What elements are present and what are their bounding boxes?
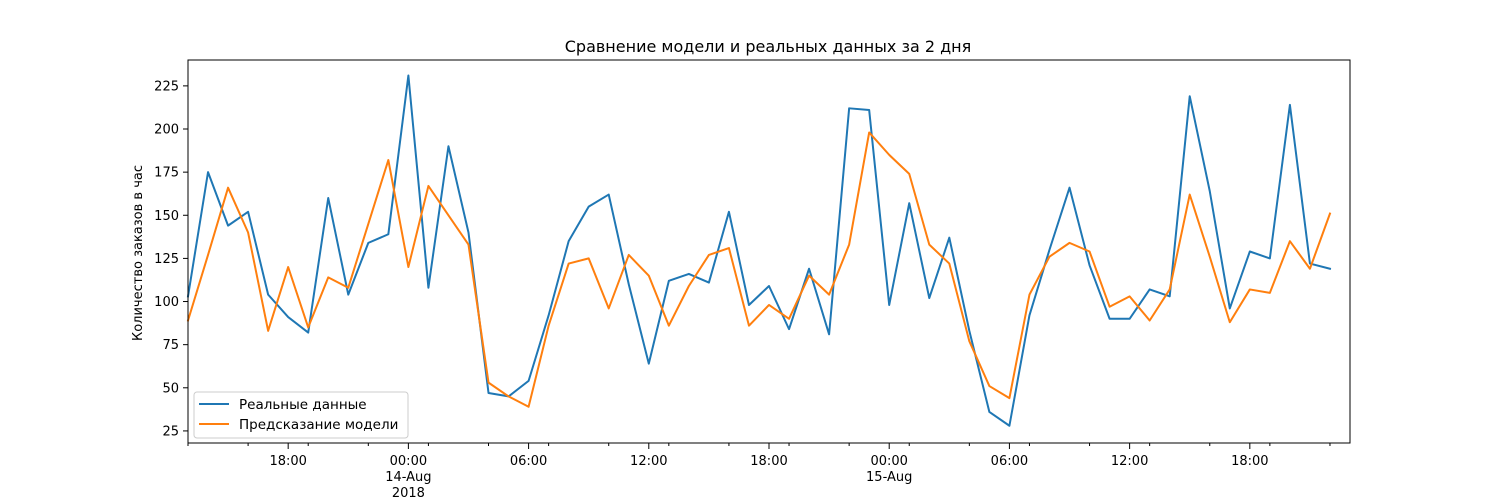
x-tick-label: 00:00 xyxy=(870,454,907,469)
x-tick-label: 12:00 xyxy=(630,454,667,469)
y-axis-title: Количество заказов в час xyxy=(131,165,146,341)
x-tick-label: 18:00 xyxy=(750,454,787,469)
y-tick-label: 100 xyxy=(154,295,179,310)
series-line-2 xyxy=(186,131,1332,408)
x-tick-label: 06:00 xyxy=(510,454,547,469)
y-tick-label: 175 xyxy=(154,166,179,181)
series-line-1 xyxy=(186,74,1332,427)
x-tick-label: 00:00 xyxy=(390,454,427,469)
legend-label-1: Реальные данные xyxy=(239,397,367,413)
legend: Реальные данные Предсказание модели xyxy=(193,391,409,439)
x-tick-label: 14-Aug xyxy=(385,470,431,485)
y-tick-label: 225 xyxy=(154,79,179,94)
y-tick-label: 200 xyxy=(154,123,179,138)
legend-box xyxy=(193,391,409,439)
x-tick-label: 06:00 xyxy=(991,454,1028,469)
chart-title: Сравнение модели и реальных данных за 2 … xyxy=(565,37,972,56)
x-tick-label: 18:00 xyxy=(1231,454,1268,469)
y-tick-label: 75 xyxy=(162,338,179,353)
legend-label-2: Предсказание модели xyxy=(239,417,398,433)
y-tick-label: 150 xyxy=(154,209,179,224)
x-tick-label: 15-Aug xyxy=(866,470,912,485)
y-tick-label: 25 xyxy=(162,424,179,439)
x-tick-label: 2018 xyxy=(392,486,425,500)
y-tick-label: 125 xyxy=(154,252,179,267)
x-tick-label: 18:00 xyxy=(269,454,306,469)
y-tick-label: 50 xyxy=(162,381,179,396)
x-tick-label: 12:00 xyxy=(1111,454,1148,469)
